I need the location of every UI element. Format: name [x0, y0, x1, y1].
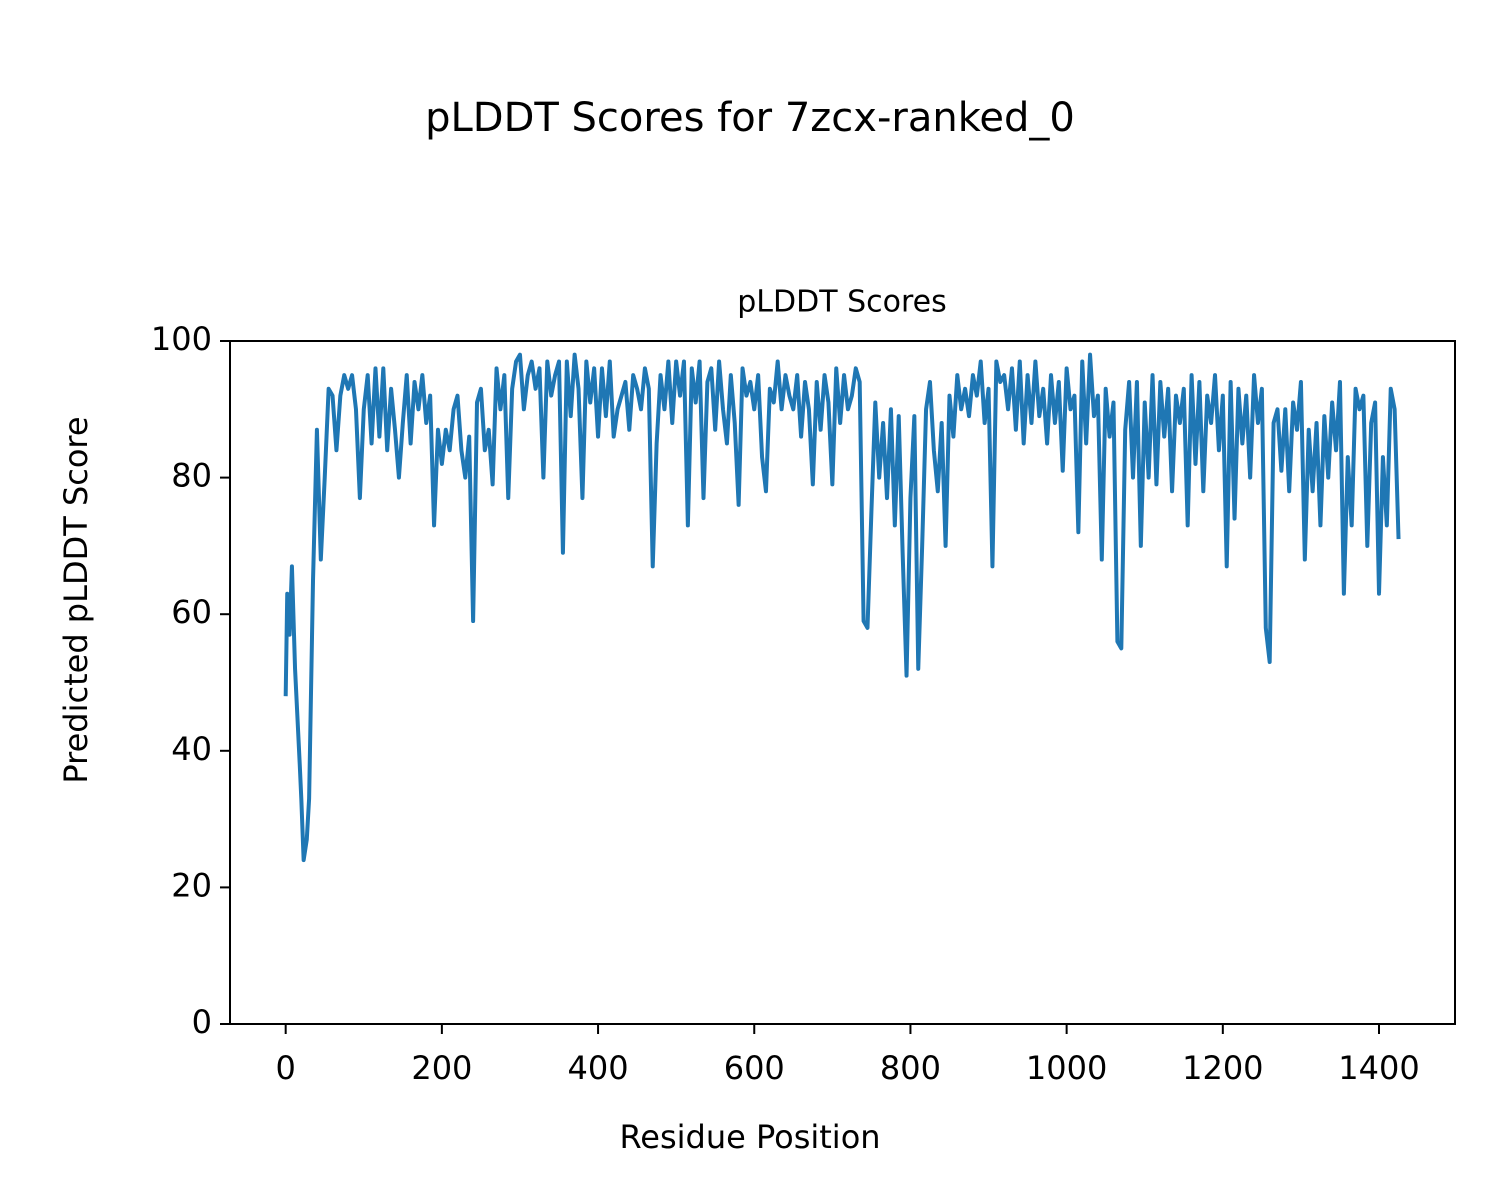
suptitle: pLDDT Scores for 7zcx-ranked_0: [425, 95, 1075, 141]
axes-title: pLDDT Scores: [737, 285, 946, 320]
y-tick-label: 40: [171, 730, 212, 768]
x-tick-label: 1200: [1182, 1049, 1263, 1087]
x-tick-label: 800: [880, 1049, 941, 1087]
x-axis-label: Residue Position: [619, 1118, 880, 1156]
y-tick-label: 80: [171, 457, 212, 495]
y-tick-label: 60: [171, 593, 212, 631]
plot-frame: [229, 340, 1456, 1025]
x-tick-label: 0: [276, 1049, 296, 1087]
x-tick-label: 1000: [1026, 1049, 1107, 1087]
x-tick-label: 400: [568, 1049, 629, 1087]
y-tick-label: 100: [151, 320, 212, 358]
y-tick-label: 20: [171, 866, 212, 904]
x-tick-label: 1400: [1338, 1049, 1419, 1087]
y-axis-label: Predicted pLDDT Score: [57, 416, 95, 783]
x-tick-label: 600: [724, 1049, 785, 1087]
data-line: [283, 352, 1401, 863]
y-tick-label: 0: [192, 1003, 212, 1041]
x-tick-label: 200: [411, 1049, 472, 1087]
